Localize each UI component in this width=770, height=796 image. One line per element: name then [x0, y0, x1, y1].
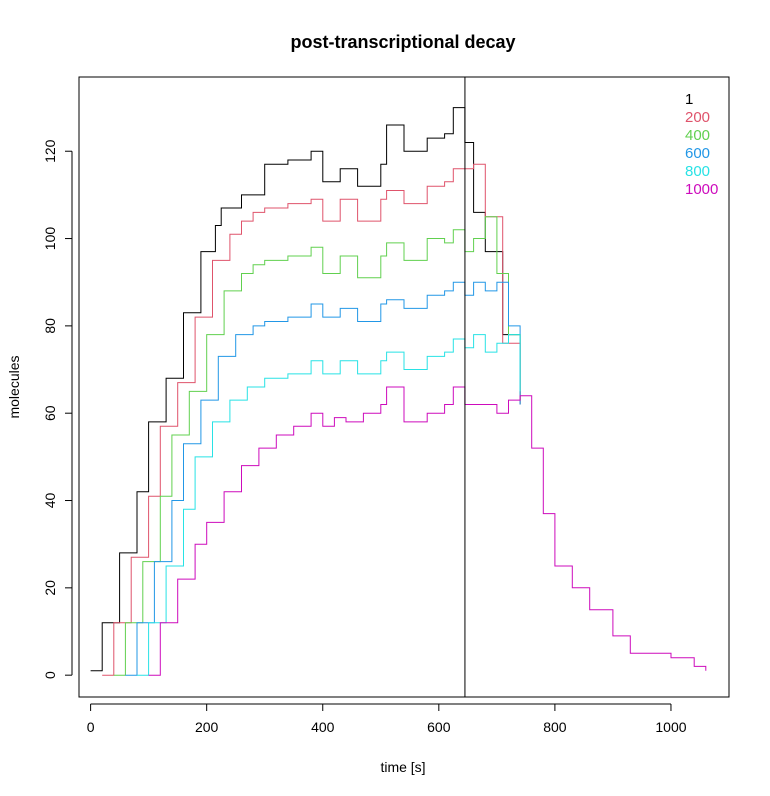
chart-title: post-transcriptional decay	[290, 32, 515, 52]
x-tick-label: 400	[311, 719, 335, 735]
y-axis: 0 20 40 60 80 100 120	[42, 139, 73, 679]
legend-entry-1000: 1000	[685, 181, 718, 198]
y-tick-label: 0	[42, 671, 58, 679]
legend-entry-200: 200	[685, 109, 710, 126]
legend-entry-1: 1	[685, 91, 693, 108]
x-tick-label: 0	[87, 719, 95, 735]
y-axis-label: molecules	[6, 355, 22, 418]
y-tick-label: 100	[42, 227, 58, 251]
plot-border	[78, 76, 730, 698]
series-line-200	[102, 163, 521, 676]
x-axis: 0 200 400 600 800 1000	[87, 703, 687, 735]
y-tick-label: 120	[42, 139, 58, 163]
legend-entry-600: 600	[685, 145, 710, 162]
series-line-400	[113, 216, 521, 676]
series-line-600	[125, 281, 521, 676]
y-tick-label: 60	[42, 405, 58, 421]
x-axis-label: time [s]	[380, 759, 425, 775]
y-tick-label: 80	[42, 318, 58, 334]
x-tick-label: 600	[427, 719, 451, 735]
x-tick-label: 800	[543, 719, 567, 735]
x-tick-label: 1000	[655, 719, 686, 735]
y-tick-label: 20	[42, 580, 58, 596]
series-line-800	[137, 334, 521, 676]
legend-entry-800: 800	[685, 163, 710, 180]
y-tick-label: 40	[42, 493, 58, 509]
x-tick-label: 200	[195, 719, 219, 735]
legend-entry-400: 400	[685, 127, 710, 144]
series-line-1000	[148, 386, 707, 676]
